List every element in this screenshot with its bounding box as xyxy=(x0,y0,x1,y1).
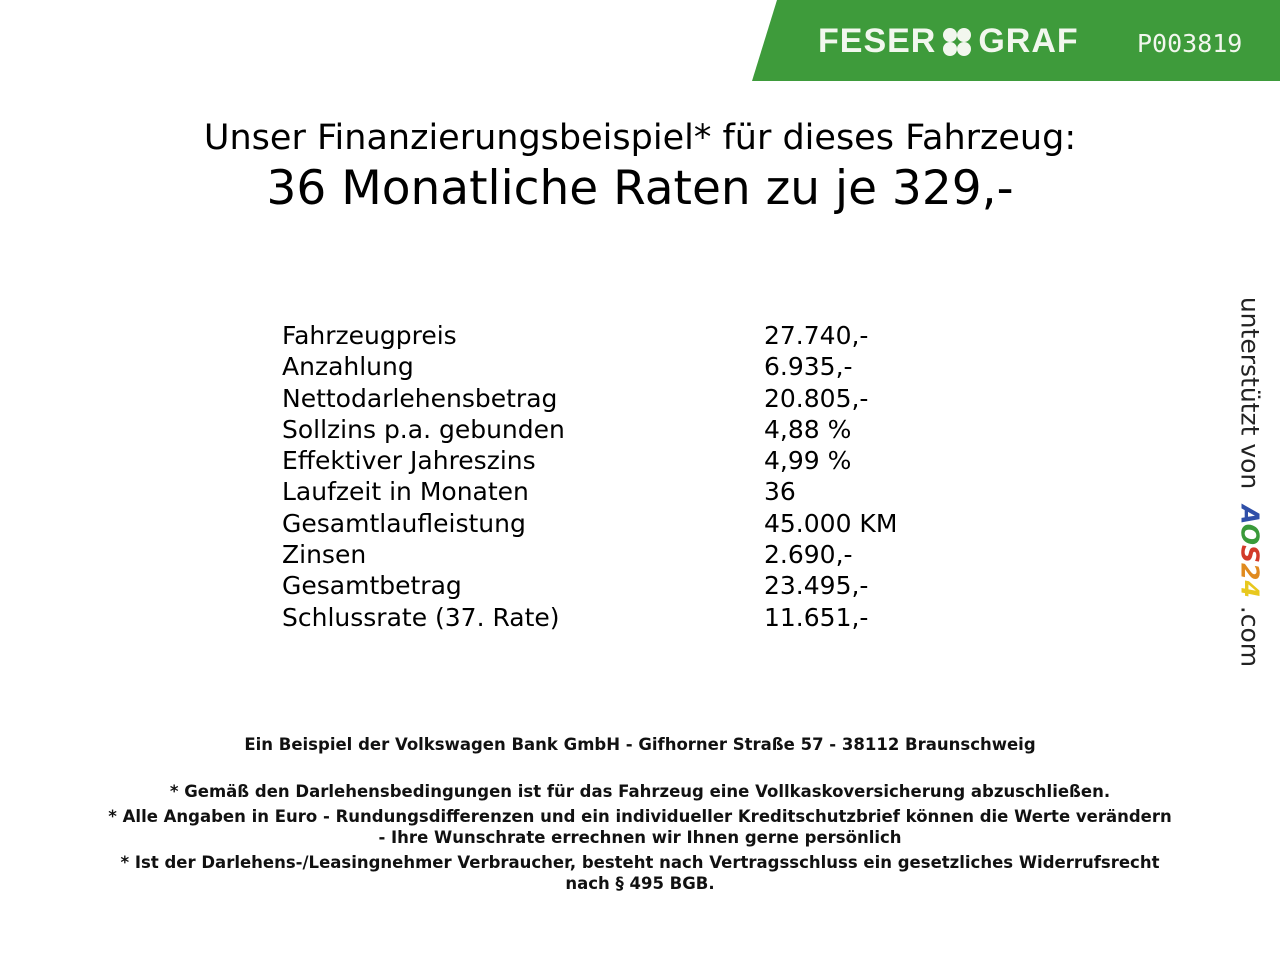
supported-by: unterstützt von AOS24 .com xyxy=(1236,297,1265,667)
footnote-1: * Gemäß den Darlehensbedingungen ist für… xyxy=(169,782,1111,801)
row-label: Gesamtlaufleistung xyxy=(282,508,526,538)
row-value: 36 xyxy=(764,477,796,507)
row-label: Laufzeit in Monaten xyxy=(282,477,529,507)
row-value: 20.805,- xyxy=(764,383,869,413)
row-value: 11.651,- xyxy=(764,602,869,632)
logo-letter: O xyxy=(1235,523,1265,546)
row-label: Anzahlung xyxy=(282,352,414,382)
table-row: Fahrzeugpreis 27.740,- xyxy=(282,320,982,351)
row-value: 6.935,- xyxy=(764,352,853,382)
row-label: Zinsen xyxy=(282,540,367,570)
bank-note: Ein Beispiel der Volkswagen Bank GmbH - … xyxy=(244,735,1036,754)
row-label: Gesamtbetrag xyxy=(282,571,462,601)
header-banner xyxy=(752,0,1280,81)
brand-logo: FESER GRAF xyxy=(818,22,1079,60)
title-line2: 36 Monatliche Raten zu je 329,- xyxy=(266,161,1014,216)
row-label: Fahrzeugpreis xyxy=(282,321,457,350)
vehicle-code: P003819 xyxy=(1137,29,1243,58)
row-label: Schlussrate (37. Rate) xyxy=(282,602,560,632)
footnote-3a: * Ist der Darlehens-/Leasingnehmer Verbr… xyxy=(120,853,1160,872)
logo-letter: 4 xyxy=(1235,580,1265,598)
table-row: Nettodarlehensbetrag 20.805,- xyxy=(282,383,982,414)
row-value: 23.495,- xyxy=(764,571,869,601)
footnote-2a: * Alle Angaben in Euro - Rundungsdiffere… xyxy=(108,807,1172,826)
table-row: Schlussrate (37. Rate) 11.651,- xyxy=(282,602,982,633)
table-row: Sollzins p.a. gebunden 4,88 % xyxy=(282,414,982,445)
footnote-2b: - Ihre Wunschrate errechnen wir Ihnen ge… xyxy=(378,828,902,847)
row-label: Effektiver Jahreszins xyxy=(282,446,536,476)
table-row: Gesamtbetrag 23.495,- xyxy=(282,570,982,601)
row-value: 2.690,- xyxy=(764,540,853,570)
logo-letter: A xyxy=(1235,505,1265,524)
table-row: Effektiver Jahreszins 4,99 % xyxy=(282,445,982,476)
table-row: Anzahlung 6.935,- xyxy=(282,351,982,382)
aos24-logo: AOS24 xyxy=(1236,505,1265,598)
row-value: 27.740,- xyxy=(764,321,869,350)
logo-letter: S xyxy=(1235,545,1265,564)
row-label: Nettodarlehensbetrag xyxy=(282,383,558,413)
clover-icon xyxy=(942,27,972,57)
title-line1: Unser Finanzierungsbeispiel* für dieses … xyxy=(203,118,1077,158)
finance-table: Fahrzeugpreis 27.740,- Anzahlung 6.935,- Net… xyxy=(282,320,982,633)
table-row: Laufzeit in Monaten 36 xyxy=(282,476,982,507)
row-value: 4,88 % xyxy=(764,414,852,444)
footnote-3b: nach § 495 BGB. xyxy=(565,874,715,893)
table-row: Zinsen 2.690,- xyxy=(282,539,982,570)
row-label: Sollzins p.a. gebunden xyxy=(282,414,565,444)
domain-suffix: .com xyxy=(1235,605,1265,668)
logo-letter: 2 xyxy=(1235,563,1265,581)
row-value: 45.000 KM xyxy=(764,508,898,538)
row-value: 4,99 % xyxy=(764,446,852,476)
table-row: Gesamtlaufleistung 45.000 KM xyxy=(282,508,982,539)
supported-by-label: unterstützt von xyxy=(1235,296,1265,490)
